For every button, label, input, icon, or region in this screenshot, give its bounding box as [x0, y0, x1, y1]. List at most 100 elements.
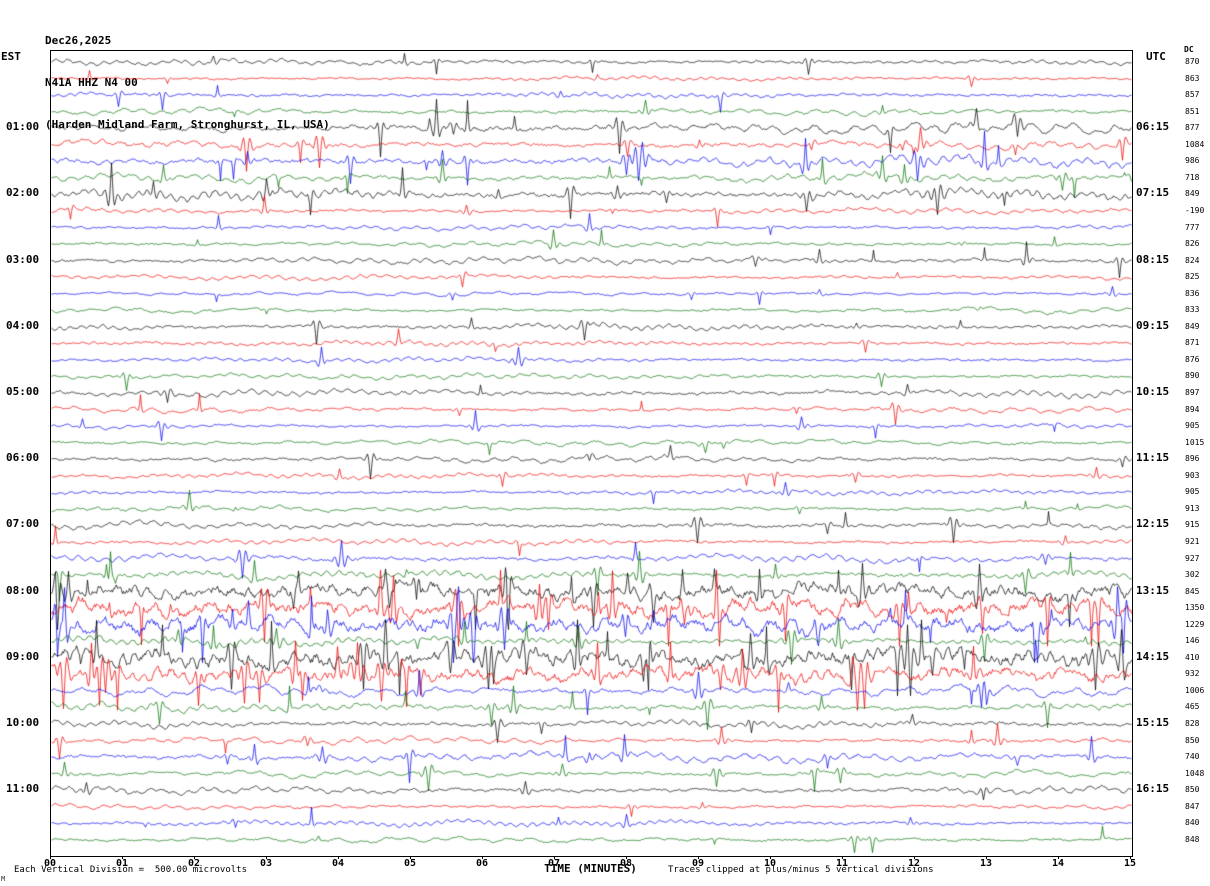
dc-value: 1015	[1185, 437, 1205, 447]
dc-value: 897	[1185, 388, 1200, 397]
x-tick-mark	[1058, 856, 1059, 859]
est-hour-label: 06:00	[6, 451, 40, 465]
utc-hour-label: 13:15	[1136, 583, 1170, 597]
x-tick-label: 01	[115, 858, 129, 869]
x-tick-mark	[914, 856, 915, 859]
est-hour-label: 04:00	[6, 318, 40, 332]
dc-value: 905	[1185, 421, 1200, 431]
est-hour-label: 03:00	[6, 252, 40, 266]
dc-value: 826	[1185, 239, 1200, 249]
x-tick-label: 12	[907, 858, 921, 869]
dc-value: 1006	[1185, 685, 1205, 695]
scale-note: Each Vertical Division = 500.00 microvol…	[14, 865, 247, 875]
x-tick-label: 10	[763, 858, 777, 869]
x-tick-label: 11	[835, 858, 849, 869]
dc-value: -190	[1185, 205, 1205, 215]
dc-value: 845	[1185, 586, 1200, 596]
dc-value: 932	[1185, 669, 1200, 679]
utc-hour-label: 14:15	[1136, 649, 1170, 663]
dc-value: 302	[1185, 570, 1200, 580]
x-tick-mark	[1130, 856, 1131, 859]
dc-value: 877	[1185, 123, 1200, 133]
dc-value: 857	[1185, 90, 1200, 100]
dc-value: 847	[1185, 801, 1200, 811]
right-timezone-label: UTC	[1146, 50, 1166, 63]
x-tick-mark	[122, 856, 123, 859]
dc-value: 863	[1185, 73, 1200, 83]
left-timezone-label: EST	[1, 50, 21, 63]
est-hour-label: 10:00	[6, 716, 40, 729]
dc-value: 915	[1185, 520, 1200, 530]
dc-column-header: DC	[1184, 45, 1194, 54]
seismogram-canvas	[51, 51, 1132, 856]
x-tick-label: 04	[331, 858, 345, 869]
dc-value: 890	[1185, 371, 1200, 381]
dc-value: 849	[1185, 189, 1200, 199]
x-tick-mark	[842, 856, 843, 859]
dc-value: 870	[1185, 57, 1200, 66]
dc-value: 913	[1185, 503, 1200, 513]
dc-value: 876	[1185, 354, 1200, 364]
dc-value: 905	[1185, 487, 1200, 497]
x-tick-label: 13	[979, 858, 993, 869]
x-tick-mark	[482, 856, 483, 859]
est-hour-label: 02:00	[6, 186, 40, 200]
x-tick-label: 03	[259, 858, 273, 869]
x-tick-mark	[554, 856, 555, 859]
x-tick-label: 09	[691, 858, 705, 869]
dc-value: 833	[1185, 305, 1200, 315]
dc-value: 1048	[1185, 768, 1205, 778]
x-tick-label: 08	[619, 858, 633, 869]
x-tick-mark	[410, 856, 411, 859]
dc-value: 903	[1185, 470, 1200, 480]
dc-value: 986	[1185, 156, 1200, 166]
x-tick-label: 02	[187, 858, 201, 869]
x-tick-mark	[986, 856, 987, 859]
dc-value: 146	[1185, 636, 1200, 646]
x-tick-label: 15	[1123, 858, 1137, 869]
x-tick-label: 05	[403, 858, 417, 869]
est-hour-label: 05:00	[6, 385, 40, 398]
x-tick-mark	[194, 856, 195, 859]
est-hour-label: 01:00	[6, 120, 40, 134]
dc-value: 740	[1185, 752, 1200, 762]
dc-value: 465	[1185, 702, 1200, 712]
dc-value: 825	[1185, 272, 1200, 282]
clip-note: Traces clipped at plus/minus 5 vertical …	[668, 865, 934, 875]
dc-value: 850	[1185, 735, 1200, 745]
dc-value: 850	[1185, 785, 1200, 795]
dc-value: 896	[1185, 454, 1200, 464]
dc-value: 851	[1185, 106, 1200, 116]
dc-value: 777	[1185, 222, 1200, 232]
dc-value: 921	[1185, 536, 1200, 546]
dc-value: 894	[1185, 404, 1200, 414]
plot-area	[50, 50, 1133, 857]
utc-hour-label: 08:15	[1136, 252, 1170, 266]
est-hour-label: 08:00	[6, 583, 40, 597]
x-tick-mark	[698, 856, 699, 859]
dc-value: 828	[1185, 719, 1200, 728]
est-hour-label: 09:00	[6, 649, 40, 663]
x-tick-label: 14	[1051, 858, 1065, 869]
dc-value: 836	[1185, 288, 1200, 298]
dc-value: 824	[1185, 255, 1200, 265]
title-date: Dec26,2025	[45, 34, 112, 47]
utc-hour-label: 12:15	[1136, 517, 1170, 531]
dc-value: 1350	[1185, 603, 1205, 613]
utc-hour-label: 16:15	[1136, 782, 1170, 796]
utc-hour-label: 15:15	[1136, 716, 1170, 729]
x-tick-mark	[266, 856, 267, 859]
x-axis-title: TIME (MINUTES)	[544, 862, 637, 875]
est-hour-label: 07:00	[6, 517, 40, 531]
x-tick-mark	[626, 856, 627, 859]
utc-hour-label: 10:15	[1136, 385, 1170, 398]
x-tick-mark	[338, 856, 339, 859]
dc-value: 840	[1185, 818, 1200, 828]
dc-value: 718	[1185, 172, 1200, 182]
x-tick-label: 00	[43, 858, 57, 869]
utc-hour-label: 11:15	[1136, 451, 1170, 465]
utc-hour-label: 07:15	[1136, 186, 1170, 200]
dc-value: 1084	[1185, 139, 1205, 149]
x-tick-label: 06	[475, 858, 489, 869]
